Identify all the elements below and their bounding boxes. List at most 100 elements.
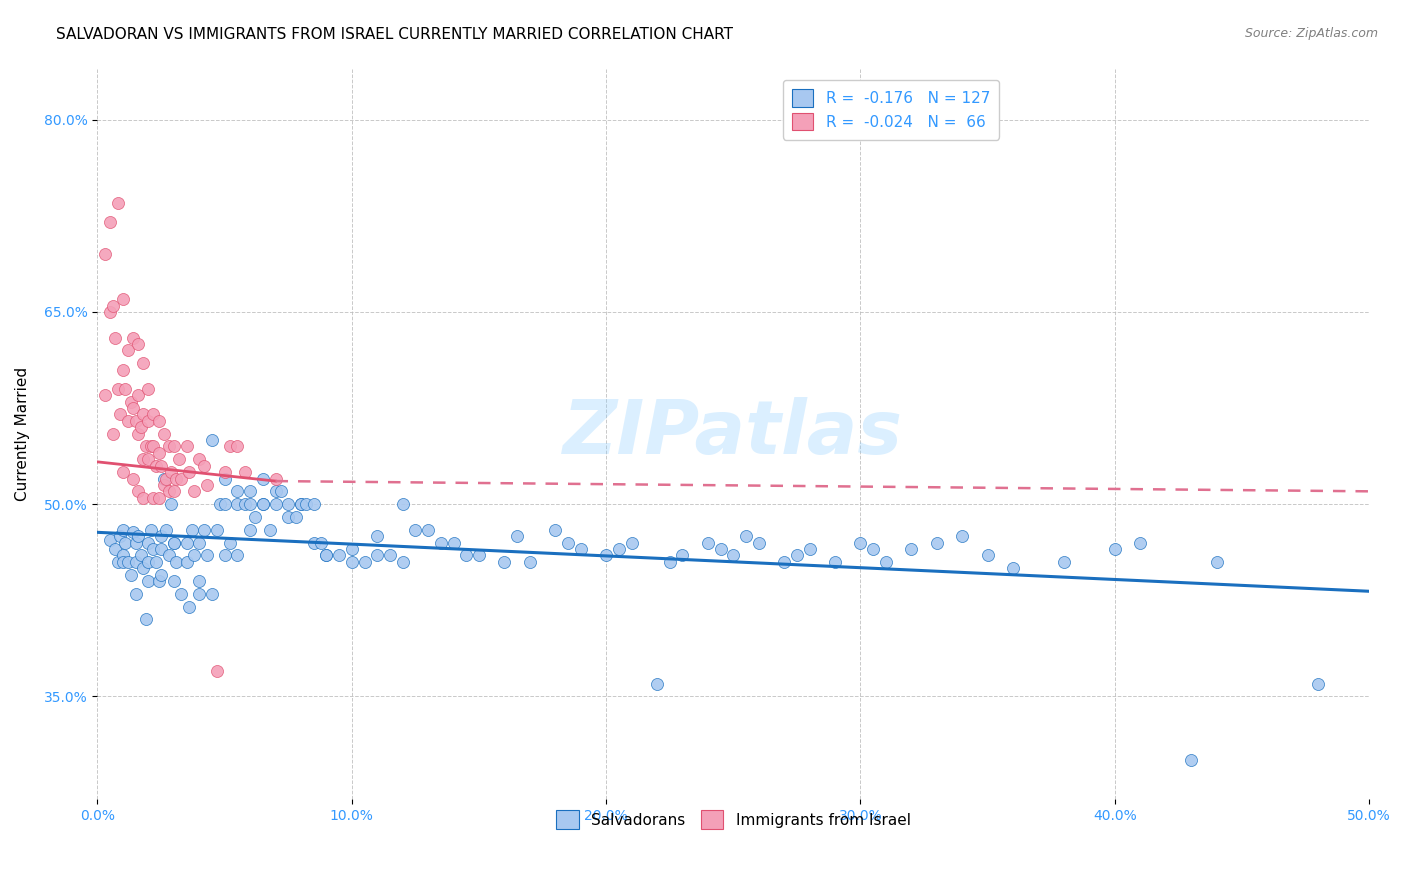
Point xyxy=(243,510,266,524)
Point xyxy=(201,587,224,601)
Point xyxy=(430,535,453,549)
Point xyxy=(193,523,215,537)
Point xyxy=(264,471,287,485)
Point xyxy=(110,529,132,543)
Point xyxy=(94,388,117,402)
Point xyxy=(124,555,146,569)
Point xyxy=(152,478,174,492)
Point xyxy=(416,523,439,537)
Point xyxy=(218,535,240,549)
Point xyxy=(748,535,770,549)
Point xyxy=(111,523,134,537)
Point xyxy=(1308,676,1330,690)
Point xyxy=(132,452,155,467)
Point xyxy=(183,484,205,499)
Point xyxy=(233,465,256,479)
Point xyxy=(366,529,388,543)
Point xyxy=(302,497,325,511)
Point xyxy=(177,599,200,614)
Point xyxy=(145,458,167,473)
Point xyxy=(138,535,160,549)
Point xyxy=(218,440,240,454)
Point xyxy=(188,535,211,549)
Point xyxy=(205,664,228,678)
Point xyxy=(127,484,149,499)
Point xyxy=(193,458,215,473)
Point xyxy=(290,497,312,511)
Point xyxy=(849,535,872,549)
Point xyxy=(557,535,579,549)
Point xyxy=(671,549,693,563)
Point xyxy=(188,574,211,588)
Point xyxy=(494,555,516,569)
Point xyxy=(94,247,117,261)
Point xyxy=(150,458,173,473)
Point xyxy=(569,541,592,556)
Point xyxy=(315,549,337,563)
Point xyxy=(111,549,134,563)
Point xyxy=(165,471,187,485)
Point xyxy=(117,343,139,358)
Legend: Salvadorans, Immigrants from Israel: Salvadorans, Immigrants from Israel xyxy=(550,805,917,835)
Point xyxy=(98,533,121,547)
Point xyxy=(239,523,262,537)
Point xyxy=(150,567,173,582)
Point xyxy=(111,465,134,479)
Point xyxy=(252,497,274,511)
Point xyxy=(117,555,139,569)
Point xyxy=(239,497,262,511)
Point xyxy=(157,440,180,454)
Point xyxy=(900,541,922,556)
Point xyxy=(148,491,170,505)
Point xyxy=(129,549,152,563)
Point xyxy=(284,510,307,524)
Point xyxy=(295,497,318,511)
Point xyxy=(205,523,228,537)
Point xyxy=(152,426,174,441)
Point xyxy=(101,426,124,441)
Point xyxy=(824,555,846,569)
Point xyxy=(114,382,136,396)
Point xyxy=(98,305,121,319)
Point xyxy=(142,440,165,454)
Point xyxy=(290,497,312,511)
Point xyxy=(1053,555,1076,569)
Point xyxy=(132,561,155,575)
Point xyxy=(98,215,121,229)
Point xyxy=(127,426,149,441)
Point xyxy=(328,549,350,563)
Point xyxy=(735,529,758,543)
Point xyxy=(124,535,146,549)
Point xyxy=(163,535,186,549)
Point xyxy=(170,471,193,485)
Point xyxy=(1129,535,1152,549)
Point xyxy=(145,555,167,569)
Point xyxy=(132,491,155,505)
Point xyxy=(315,549,337,563)
Point xyxy=(214,497,236,511)
Point xyxy=(163,535,186,549)
Point xyxy=(353,555,375,569)
Point xyxy=(607,541,630,556)
Point xyxy=(139,523,162,537)
Point xyxy=(233,497,256,511)
Point xyxy=(378,549,401,563)
Point xyxy=(710,541,733,556)
Point xyxy=(122,330,145,344)
Point xyxy=(443,535,465,549)
Point xyxy=(152,471,174,485)
Point xyxy=(107,555,129,569)
Point xyxy=(786,549,808,563)
Point xyxy=(138,414,160,428)
Point xyxy=(188,587,211,601)
Point xyxy=(142,491,165,505)
Point xyxy=(799,541,821,556)
Point xyxy=(157,549,180,563)
Point xyxy=(195,478,218,492)
Point xyxy=(120,567,142,582)
Point xyxy=(595,549,617,563)
Point xyxy=(124,414,146,428)
Point xyxy=(183,549,205,563)
Point xyxy=(150,541,173,556)
Point xyxy=(157,484,180,499)
